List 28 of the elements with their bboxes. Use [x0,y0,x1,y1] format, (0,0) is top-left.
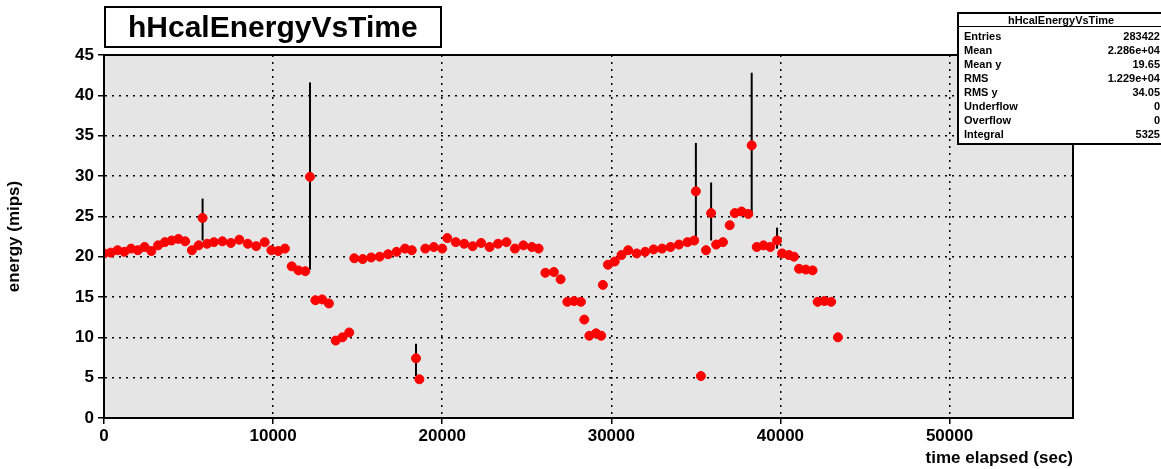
x-axis-title: time elapsed (sec) [925,448,1073,468]
y-tick-label: 20 [75,246,94,266]
x-tick-label: 0 [99,425,109,445]
y-tick-label: 5 [84,367,94,387]
text: Overflow 0 [964,114,1160,126]
y-tick-label: 40 [75,85,94,105]
text: Underflow 0 [964,100,1160,112]
x-tick-label: 40000 [756,425,805,445]
y-tick-label: 0 [84,407,94,427]
x-tick-label: 30000 [587,425,635,445]
text: RMS 1.229e+04 [964,72,1160,84]
text: RMS y 34.05 [964,86,1160,98]
chart-title: hHcalEnergyVsTime [1007,14,1115,26]
y-tick-label: 10 [75,327,94,347]
y-tick-label: 25 [75,206,94,226]
y-axis-title: energy (mips) [3,180,23,293]
text: Mean 2.286e+04 [964,44,1160,56]
y-tick-label: 45 [75,44,94,64]
chart-title: hHcalEnergyVsTime [104,6,442,48]
x-tick-label: 10000 [249,425,297,445]
y-tick-label: 15 [75,286,94,306]
text: Mean y 19.65 [964,58,1160,70]
y-tick-label: 35 [75,125,94,145]
text: Integral 5325 [964,128,1160,140]
text: Entries 283422 [964,30,1160,42]
x-tick-label: 20000 [418,425,466,445]
y-tick-label: 30 [75,165,94,185]
x-tick-label: 50000 [925,425,974,445]
